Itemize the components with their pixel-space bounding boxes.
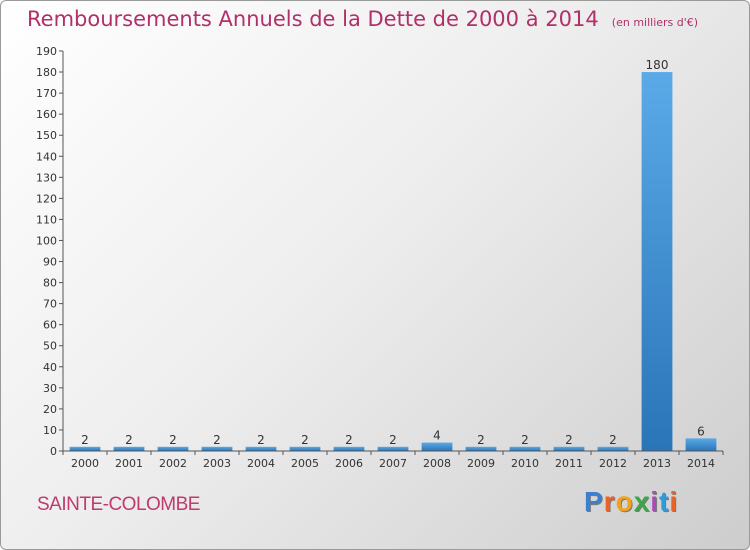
x-tick-label: 2008	[423, 457, 451, 470]
data-label: 2	[345, 433, 353, 447]
data-label: 2	[213, 433, 221, 447]
data-label: 2	[301, 433, 309, 447]
bar	[509, 446, 541, 451]
x-tick-label: 2011	[555, 457, 583, 470]
y-tick-label: 160	[36, 108, 57, 121]
y-tick-label: 40	[43, 361, 57, 374]
chart-title: Remboursements Annuels de la Dette de 20…	[27, 7, 599, 31]
bar	[685, 438, 717, 451]
x-tick-label: 2012	[599, 457, 627, 470]
y-tick-label: 190	[36, 45, 57, 58]
x-tick-label: 2003	[203, 457, 231, 470]
commune-name: SAINTE-COLOMBE	[37, 494, 200, 515]
chart-title-block: Remboursements Annuels de la Dette de 20…	[27, 7, 698, 31]
y-axis: 0 10 20 30 40 50 60 70 80 90 100 110 120 130 140 150 160…	[36, 45, 64, 458]
data-label: 2	[169, 433, 177, 447]
bar	[421, 442, 453, 451]
y-tick-label: 140	[36, 150, 57, 163]
bar	[597, 446, 629, 451]
logo-letter: x	[633, 486, 651, 517]
data-label: 2	[389, 433, 397, 447]
y-tick-label: 170	[36, 87, 57, 100]
data-label: 2	[565, 433, 573, 447]
bar	[289, 446, 321, 451]
y-tick-label: 150	[36, 129, 57, 142]
bar	[113, 446, 145, 451]
chart-subtitle: (en milliers d'€)	[611, 16, 699, 29]
data-label: 2	[609, 433, 617, 447]
bar	[69, 446, 101, 451]
proxiti-logo: Proxiti	[584, 486, 678, 518]
bar	[201, 446, 233, 451]
bar	[553, 446, 585, 451]
bar	[641, 72, 673, 451]
y-tick-label: 10	[43, 424, 57, 437]
data-label: 2	[81, 433, 89, 447]
x-tick-label: 2000	[71, 457, 99, 470]
x-tick-label: 2002	[159, 457, 187, 470]
y-tick-label: 180	[36, 66, 57, 79]
x-tick-label: 2004	[247, 457, 275, 470]
y-tick-label: 60	[43, 319, 57, 332]
y-tick-label: 30	[43, 382, 57, 395]
x-tick-label: 2001	[115, 457, 143, 470]
bar	[465, 446, 497, 451]
data-label: 2	[477, 433, 485, 447]
x-tick-label: 2013	[643, 457, 671, 470]
x-tick-label: 2005	[291, 457, 319, 470]
y-tick-label: 110	[36, 213, 57, 226]
data-label: 2	[257, 433, 265, 447]
data-label: 6	[697, 424, 705, 438]
y-tick-label: 90	[43, 256, 57, 269]
logo-letter: P	[584, 486, 604, 517]
y-tick-label: 0	[50, 445, 57, 458]
data-label: 2	[125, 433, 133, 447]
logo-letter: i	[650, 486, 660, 517]
bar	[377, 446, 409, 451]
logo-letter: r	[603, 486, 616, 517]
data-label: 4	[433, 429, 441, 443]
bar	[245, 446, 277, 451]
logo-letter: t	[659, 486, 670, 517]
y-tick-label: 50	[43, 340, 57, 353]
data-label: 180	[646, 58, 669, 72]
logo-letter: o	[615, 486, 634, 517]
x-tick-label: 2010	[511, 457, 539, 470]
y-tick-label: 20	[43, 403, 57, 416]
logo-letter: i	[669, 486, 679, 517]
bar	[157, 446, 189, 451]
x-tick-label: 2007	[379, 457, 407, 470]
data-label: 2	[521, 433, 529, 447]
x-tick-label: 2014	[687, 457, 715, 470]
bar	[333, 446, 365, 451]
x-axis: 2000 2001 2002 2003 2004 2005 2006 2007 2008 2009…	[62, 450, 724, 470]
bars-group: 2 2 2 2 2 2 2 2 4 2 2 2 2 180 6	[69, 58, 717, 451]
y-tick-label: 70	[43, 298, 57, 311]
y-tick-label: 80	[43, 277, 57, 290]
x-tick-label: 2006	[335, 457, 363, 470]
y-tick-label: 100	[36, 234, 57, 247]
x-tick-label: 2009	[467, 457, 495, 470]
y-tick-label: 130	[36, 171, 57, 184]
y-tick-label: 120	[36, 192, 57, 205]
